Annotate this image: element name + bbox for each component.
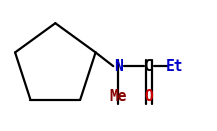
Text: Et: Et — [166, 59, 183, 74]
Text: C: C — [144, 59, 153, 74]
Text: Me: Me — [110, 89, 127, 104]
Text: N: N — [114, 59, 123, 74]
Text: O: O — [144, 89, 153, 104]
